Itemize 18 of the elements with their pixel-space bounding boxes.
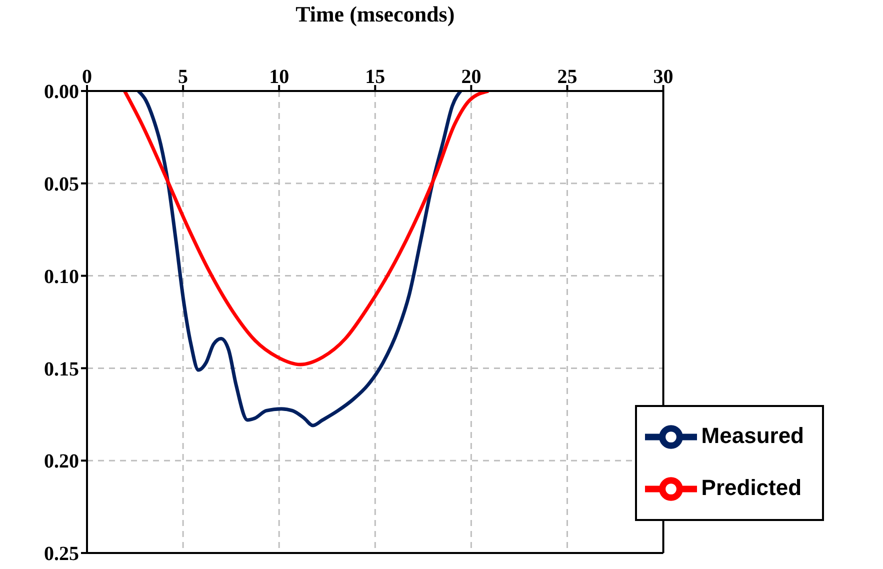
x-tick-label: 0 xyxy=(82,66,92,88)
y-tick-label: 0.00 xyxy=(44,81,79,104)
line-series xyxy=(122,91,490,366)
x-axis-title: Time (mseconds) xyxy=(296,2,455,27)
y-tick-label: 0.25 xyxy=(44,543,79,566)
line-series xyxy=(136,91,462,428)
y-tick-label: 0.20 xyxy=(44,450,79,473)
legend-label: Measured xyxy=(701,422,804,448)
x-tick-label: 20 xyxy=(461,66,482,88)
legend-label: Predicted xyxy=(701,474,802,500)
x-tick-label: 10 xyxy=(269,66,290,88)
y-tick-label: 0.05 xyxy=(44,174,79,196)
x-tick-label: 5 xyxy=(178,66,188,88)
x-tick-label: 30 xyxy=(653,66,674,88)
y-tick-label: 0.10 xyxy=(44,266,79,288)
x-tick-label: 15 xyxy=(365,66,386,88)
x-tick-label: 25 xyxy=(557,66,578,88)
y-tick-label: 0.15 xyxy=(44,358,79,380)
